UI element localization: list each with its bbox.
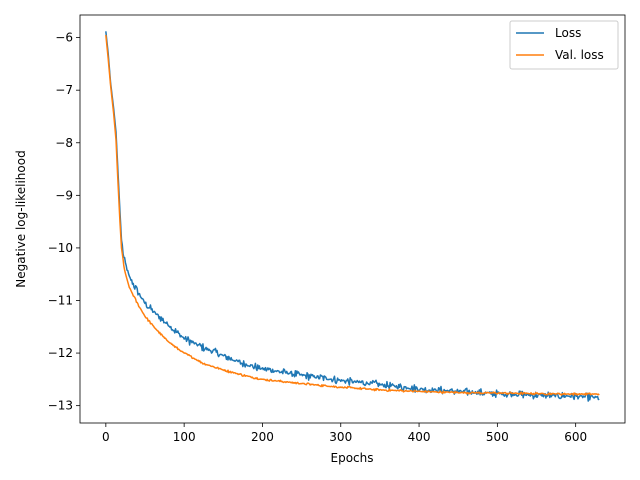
y-tick-label: −11 <box>48 293 73 307</box>
y-tick-label: −13 <box>48 399 73 413</box>
series-line-loss <box>105 31 600 402</box>
legend-label-loss: Loss <box>555 26 581 40</box>
x-tick-label: 200 <box>251 430 274 444</box>
y-tick-label: −12 <box>48 346 73 360</box>
y-axis-label: Negative log-likelihood <box>14 150 28 287</box>
plot-frame <box>79 14 626 424</box>
x-tick-label: 400 <box>408 430 431 444</box>
plot-lines <box>105 31 600 402</box>
y-tick-label: −7 <box>55 83 73 97</box>
y-axis-ticks: −6 −7 −8 −9 −10 −11 −12 −13 <box>48 31 80 413</box>
x-tick-label: 600 <box>564 430 587 444</box>
y-tick-label: −6 <box>55 31 73 45</box>
x-tick-label: 100 <box>173 430 196 444</box>
series-line-val-loss <box>105 34 600 396</box>
y-tick-label: −10 <box>48 241 73 255</box>
x-tick-label: 300 <box>329 430 352 444</box>
x-tick-label: 500 <box>486 430 509 444</box>
x-axis-ticks: 0 100 200 300 400 500 600 <box>102 423 587 444</box>
x-axis-label: Epochs <box>331 451 374 465</box>
legend: Loss Val. loss <box>509 20 619 70</box>
y-tick-label: −8 <box>55 136 73 150</box>
legend-label-val-loss: Val. loss <box>555 48 604 62</box>
y-tick-label: −9 <box>55 188 73 202</box>
x-tick-label: 0 <box>102 430 110 444</box>
